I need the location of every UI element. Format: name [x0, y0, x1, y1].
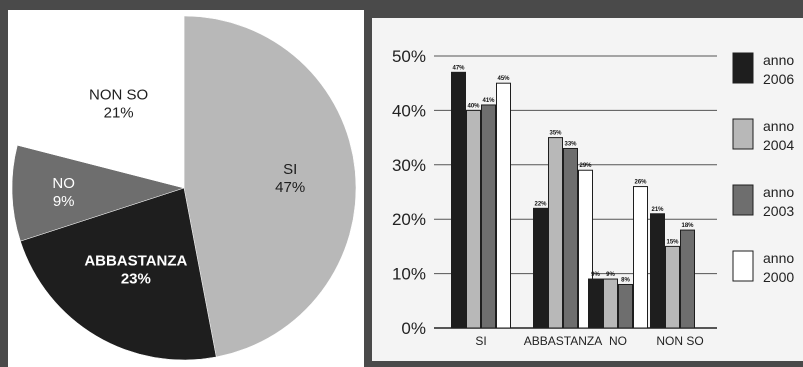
y-tick-label: 40% [392, 101, 426, 120]
bar-chart: 0%10%20%30%40%50%47%40%41%45%SI22%35%33%… [392, 47, 794, 348]
legend-label: anno [763, 250, 794, 266]
pie-chart-panel: SI 47% ABBASTANZA 23% NO 9% NON SO 21% [8, 10, 364, 367]
bar [618, 283, 633, 329]
pie-label: NO [52, 175, 75, 192]
x-tick-label: NO [609, 334, 627, 348]
x-tick-label: NON SO [656, 334, 703, 348]
bar [650, 213, 665, 329]
x-tick-label: SI [475, 334, 486, 348]
bar-value-label: 33% [564, 141, 577, 147]
bar [466, 109, 481, 329]
bar-value-label: 47% [452, 65, 465, 71]
legend-label: anno [763, 118, 794, 134]
legend-label: anno [763, 184, 794, 200]
bar [603, 278, 618, 329]
bar-value-label: 29% [579, 163, 592, 169]
legend-swatch [732, 52, 754, 84]
pie-slice-abbastanza [20, 187, 217, 361]
bar [680, 229, 695, 329]
legend-label: 2003 [763, 203, 794, 219]
bar-value-label: 22% [534, 201, 547, 207]
legend-label: 2004 [763, 137, 794, 153]
bar [496, 82, 511, 329]
y-tick-label: 30% [392, 156, 426, 175]
bar-value-label: 21% [651, 207, 664, 213]
pie-label: NON SO [89, 87, 148, 104]
pie-slice-si [183, 15, 357, 358]
x-tick-label: ABBASTANZA [524, 334, 602, 348]
bar [633, 186, 648, 329]
bar-chart-panel: 0% 10% 20% 30% 40% 50% 47% 40% 41% 45% SI 22% 35% 33%… [372, 18, 803, 361]
bar [533, 207, 548, 329]
legend-label: 2000 [763, 269, 794, 285]
bar [563, 147, 578, 329]
legend-label: anno [763, 52, 794, 68]
bar [548, 137, 563, 329]
bar-value-label: 26% [634, 180, 647, 186]
pie-label: SI [283, 161, 297, 178]
bar-value-label: 41% [482, 98, 495, 104]
bar-value-label: 18% [681, 223, 694, 229]
bar-value-label: 8% [621, 277, 630, 283]
bar [665, 245, 680, 329]
bar-value-label: 45% [497, 76, 510, 82]
pie-value-label: 23% [121, 270, 151, 287]
y-tick-label: 50% [392, 47, 426, 66]
legend-swatch [732, 184, 754, 216]
legend-swatch [732, 250, 754, 282]
pie-value-label: 47% [275, 179, 305, 196]
bar [481, 104, 496, 329]
pie-slice-no [11, 144, 185, 242]
bar-value-label: 15% [666, 239, 679, 245]
legend-swatch [732, 118, 754, 150]
pie-label: ABBASTANZA [84, 252, 187, 269]
pie-value-label: 21% [104, 105, 134, 122]
y-tick-label: 20% [392, 210, 426, 229]
pie-value-label: 9% [53, 193, 75, 210]
bar [451, 71, 466, 329]
y-tick-label: 10% [392, 265, 426, 284]
legend-label: 2006 [763, 71, 794, 87]
bar [588, 278, 603, 329]
bar-value-label: 35% [549, 131, 562, 137]
y-tick-label: 0% [401, 319, 426, 338]
pie-slice-non-so [17, 15, 185, 189]
bar-value-label: 40% [467, 103, 480, 109]
bar-value-label: 9% [606, 272, 615, 278]
bar-value-label: 9% [591, 272, 600, 278]
